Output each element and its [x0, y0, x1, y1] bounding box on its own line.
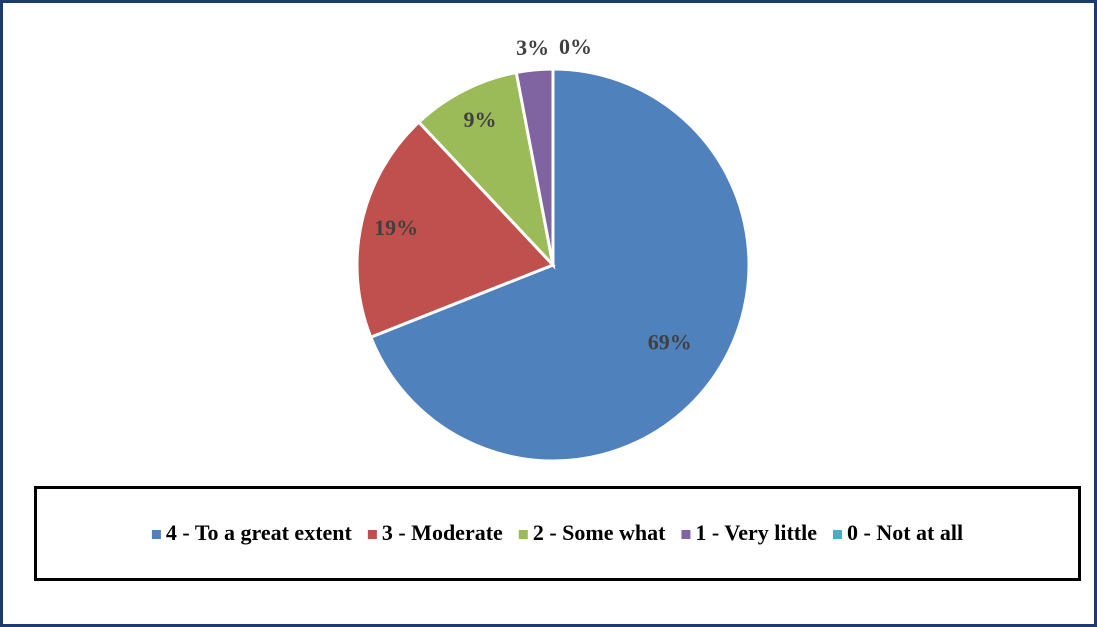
- pie-slice: [416, 70, 556, 270]
- pie-slice: [368, 67, 751, 463]
- data-label: 0%: [559, 34, 592, 59]
- legend-box: [34, 486, 1081, 581]
- legend-label: 2 - Some what: [533, 520, 666, 545]
- pie-slice: [355, 120, 556, 340]
- legend-swatch: [681, 530, 691, 539]
- legend-label: 0 - Not at all: [847, 520, 963, 545]
- legend-swatch: [151, 530, 161, 539]
- data-label: 3%: [516, 35, 549, 60]
- legend-swatch: [518, 530, 528, 539]
- legend-swatch: [833, 530, 843, 539]
- data-label: 9%: [464, 107, 497, 132]
- legend-label: 4 - To a great extent: [166, 520, 353, 545]
- legend-label: 1 - Very little: [695, 520, 817, 545]
- data-label: 19%: [374, 215, 418, 240]
- data-label: 69%: [648, 329, 692, 354]
- legend-swatch: [367, 530, 377, 539]
- legend-label: 3 - Moderate: [382, 520, 503, 545]
